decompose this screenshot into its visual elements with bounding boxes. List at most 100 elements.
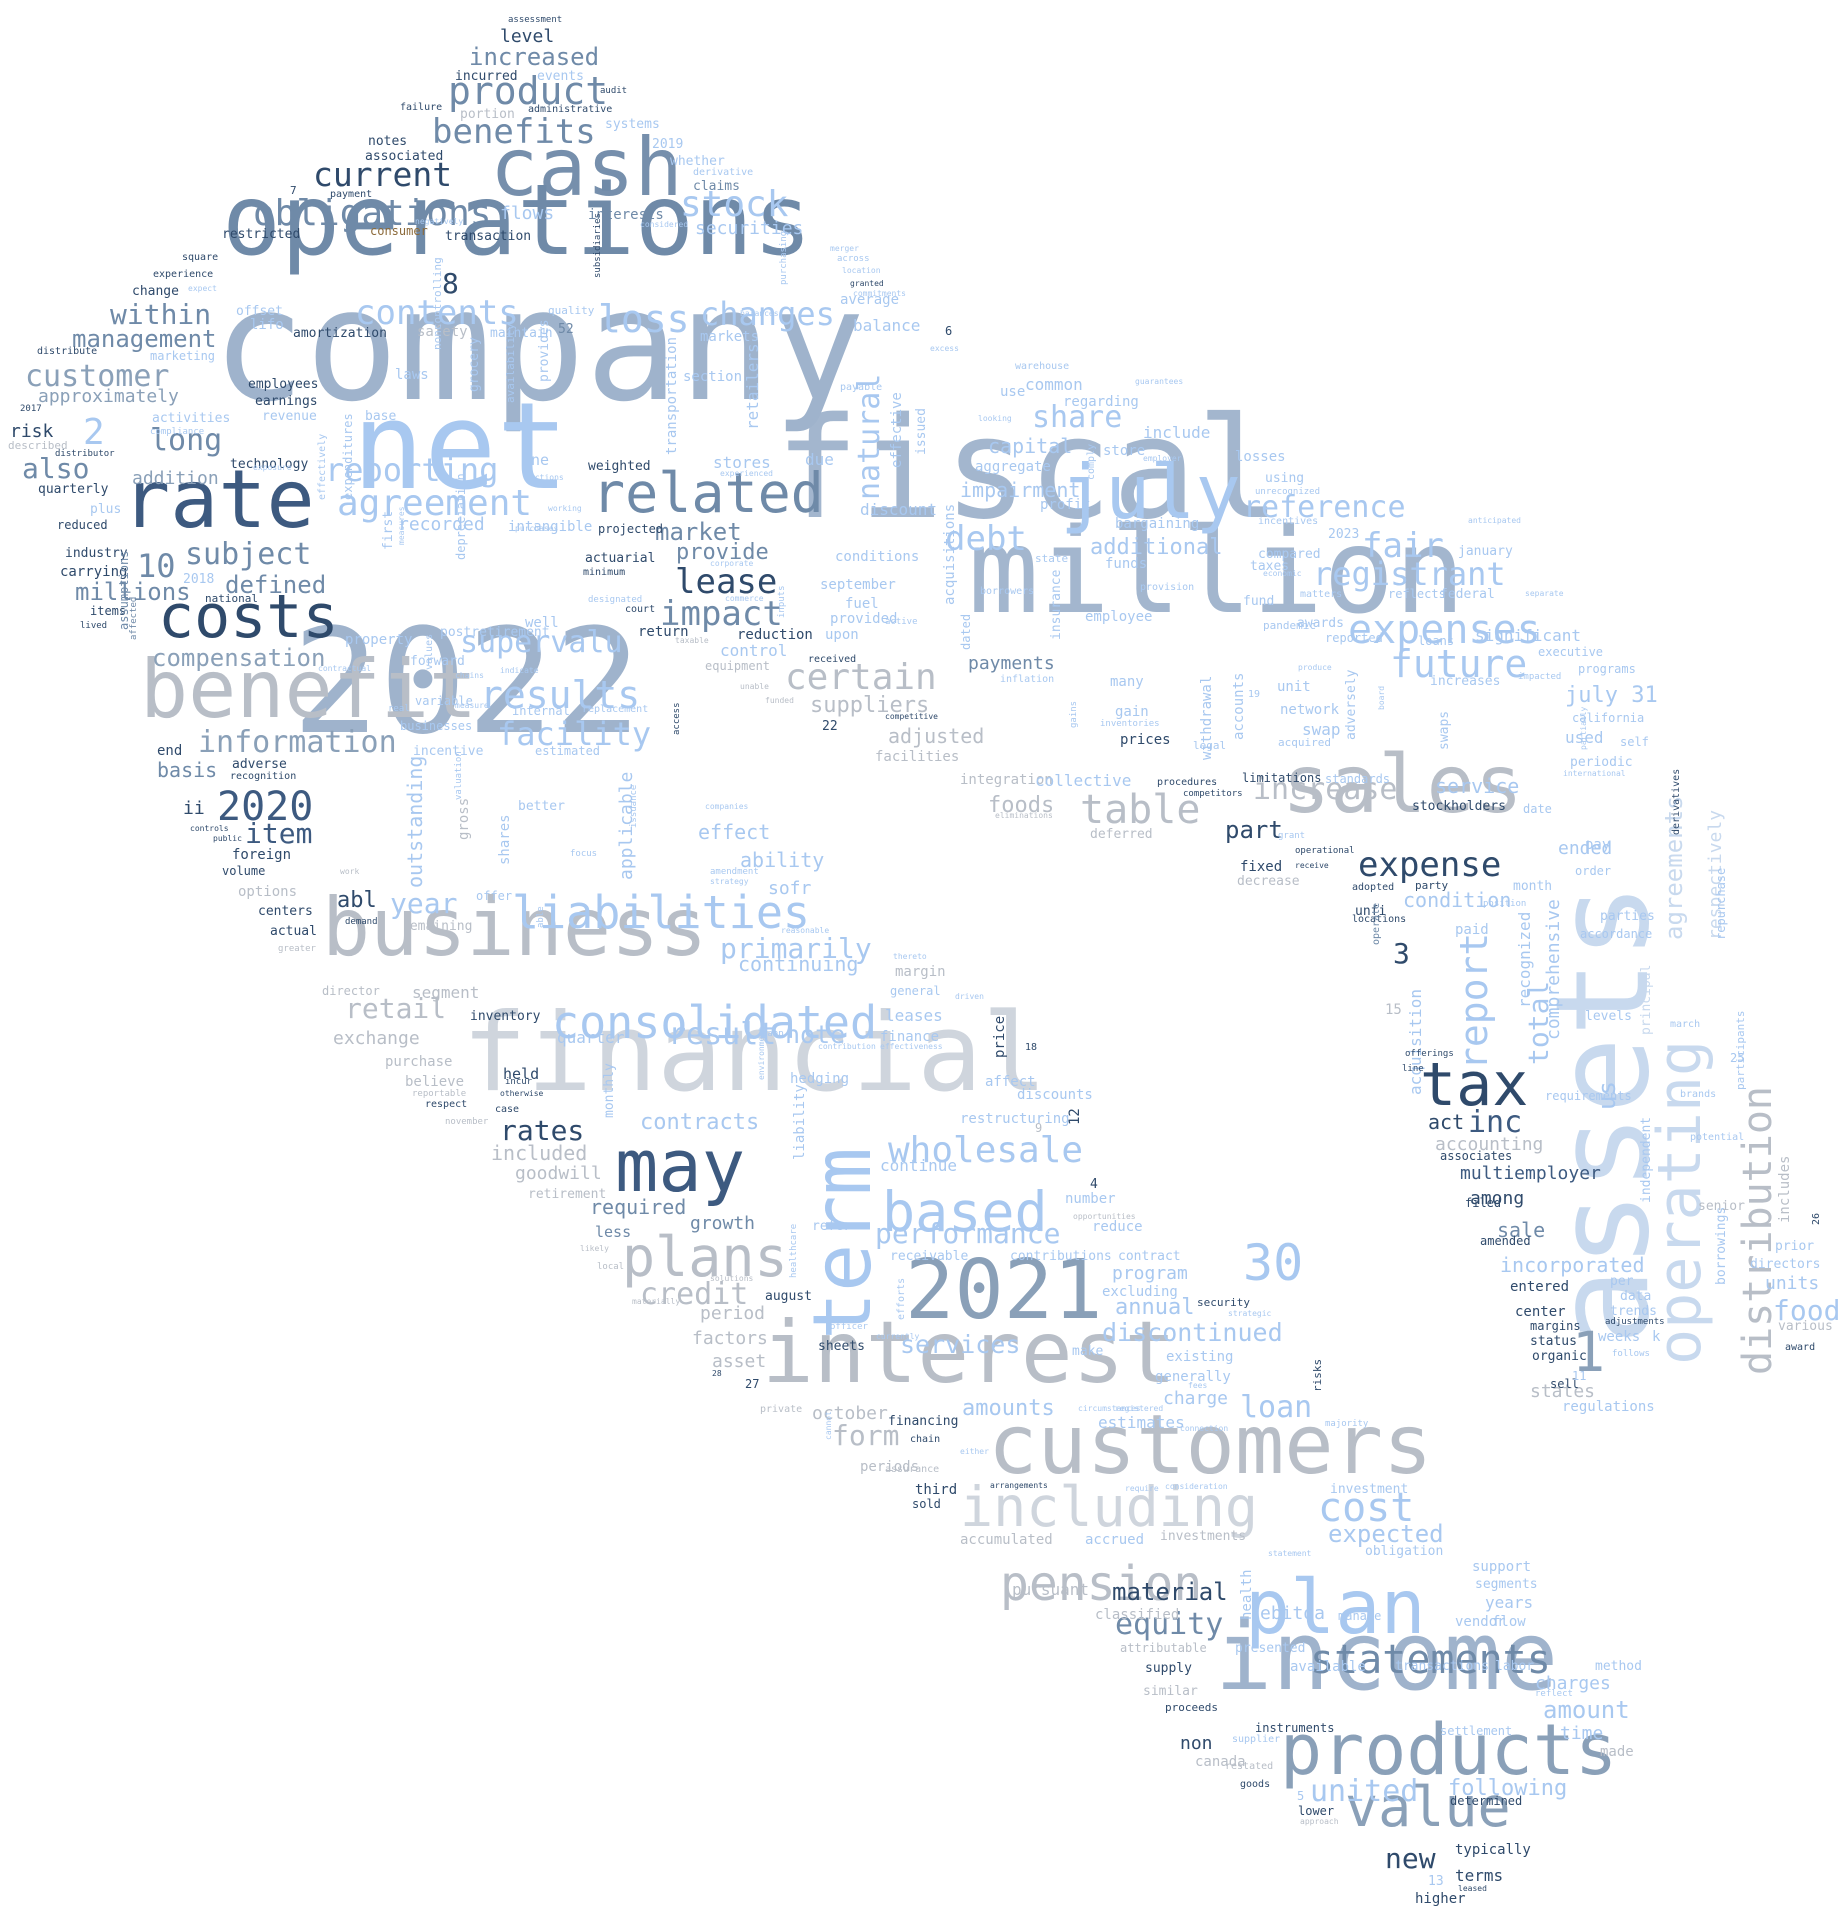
word-failure: failure bbox=[400, 102, 443, 113]
word-deferred: deferred bbox=[1090, 827, 1153, 842]
word-centers: centers bbox=[258, 904, 313, 919]
word-acquisitions: acquisitions bbox=[942, 503, 958, 605]
word-plan: plan bbox=[1245, 1563, 1426, 1651]
word-non: non bbox=[1180, 1733, 1213, 1754]
word-management: management bbox=[72, 325, 217, 353]
word-contract: contract bbox=[1118, 1249, 1181, 1264]
word-aggregate: aggregate bbox=[975, 459, 1051, 475]
word-employees: employees bbox=[248, 377, 319, 392]
word-growth: growth bbox=[690, 1213, 756, 1234]
word-margin: margin bbox=[895, 964, 946, 980]
word-leases: leases bbox=[885, 1006, 943, 1025]
word-section: section bbox=[683, 369, 743, 385]
word-stock: stock bbox=[680, 184, 789, 225]
word-common: common bbox=[1025, 375, 1083, 394]
word-addition: addition bbox=[132, 468, 219, 489]
word-terms: terms bbox=[1455, 1866, 1504, 1885]
word-change: change bbox=[132, 284, 179, 299]
word-loss: loss bbox=[598, 297, 690, 341]
word-foods: foods bbox=[988, 793, 1055, 818]
word-consumer: consumer bbox=[370, 224, 428, 238]
word-flow: flow bbox=[1492, 1614, 1526, 1630]
word-systems: systems bbox=[605, 117, 660, 132]
word-retirement: retirement bbox=[528, 1187, 607, 1202]
word-incentives: incentives bbox=[1258, 516, 1319, 527]
word-matters: matters bbox=[1300, 589, 1343, 600]
word-levels: levels bbox=[1585, 1009, 1632, 1024]
word-increases: increases bbox=[1430, 674, 1501, 689]
word-reportable: reportable bbox=[412, 1089, 467, 1099]
word-center: center bbox=[1515, 1304, 1566, 1320]
word-equity: equity bbox=[1115, 1607, 1224, 1642]
word-estimates: estimates bbox=[1098, 1413, 1185, 1432]
word-statements: statements bbox=[1310, 1637, 1551, 1683]
word-loan: loan bbox=[1240, 1390, 1313, 1425]
word-proceeds: proceeds bbox=[1165, 1701, 1218, 1714]
word-facility: facility bbox=[497, 715, 652, 753]
word-laws: laws bbox=[395, 367, 429, 383]
word-availability: availability bbox=[504, 323, 517, 403]
word-transactions: transactions bbox=[1395, 1659, 1489, 1674]
word-vendor: vendor bbox=[1455, 1614, 1506, 1630]
word-2018: 2018 bbox=[183, 572, 215, 587]
word-exposure: exposure bbox=[253, 463, 292, 472]
word-carrying: carrying bbox=[60, 564, 128, 580]
word-adopted: adopted bbox=[1352, 882, 1395, 893]
word-periodic: periodic bbox=[1570, 755, 1633, 770]
word-million: million bbox=[968, 502, 1466, 640]
word-active: active bbox=[885, 617, 918, 627]
word-limitations: limitations bbox=[1242, 771, 1322, 785]
word-marketing: marketing bbox=[150, 349, 216, 363]
word-risks: risks bbox=[1311, 1358, 1324, 1392]
word-performance: performance bbox=[875, 1217, 1061, 1250]
word-dated: dated bbox=[959, 613, 973, 650]
word-states: states bbox=[1530, 1381, 1596, 1402]
word-risk: risk bbox=[10, 421, 54, 442]
word-lease: lease bbox=[675, 562, 778, 602]
word-effectively: effectively bbox=[317, 433, 328, 500]
word-reduce: reduce bbox=[1092, 1219, 1143, 1235]
word-sofr: sofr bbox=[768, 878, 812, 899]
word-stores: stores bbox=[713, 453, 771, 472]
word-negatively: negatively bbox=[415, 217, 464, 226]
word-increase: increase bbox=[1253, 772, 1398, 807]
word-3: 3 bbox=[1393, 937, 1410, 970]
word-net: net bbox=[352, 378, 569, 517]
word-measures: measures bbox=[397, 506, 406, 545]
word-court: court bbox=[625, 604, 656, 615]
word-comply: comply bbox=[1086, 443, 1097, 480]
word-due: due bbox=[805, 450, 834, 469]
word-exchange: exchange bbox=[333, 1028, 420, 1049]
word-independent: independent bbox=[1639, 1116, 1654, 1203]
word-date: date bbox=[1523, 802, 1552, 816]
word-margins: margins bbox=[1530, 1319, 1581, 1333]
word-statement: statement bbox=[1268, 1549, 1312, 1558]
word-circumstances: circumstances bbox=[1078, 1404, 1141, 1413]
word-debt: debt bbox=[945, 519, 1027, 559]
word-10: 10 bbox=[137, 547, 176, 585]
word-additional: additional bbox=[1090, 535, 1223, 560]
word-available: available bbox=[1290, 1659, 1366, 1675]
word-provided: provided bbox=[830, 611, 898, 627]
word-monthly: monthly bbox=[602, 1063, 617, 1118]
word-distribution: distribution bbox=[1735, 1086, 1781, 1375]
word-partially: partially bbox=[1579, 706, 1588, 750]
word-commerce: commerce bbox=[725, 594, 764, 603]
word-locations: locations bbox=[1352, 914, 1407, 925]
word-awards: awards bbox=[1297, 616, 1344, 631]
word-healthcare: healthcare bbox=[789, 1223, 799, 1278]
word-incorporated: incorporated bbox=[1500, 1253, 1645, 1277]
word-brands: brands bbox=[1680, 1089, 1717, 1100]
word-receivable: receivable bbox=[890, 1249, 969, 1264]
word-effect: effect bbox=[698, 820, 771, 844]
word-grocery: grocery bbox=[467, 337, 482, 392]
word-actuarial: actuarial bbox=[585, 551, 656, 566]
word-used: used bbox=[1565, 728, 1604, 747]
word-related: related bbox=[592, 461, 824, 525]
word-taxable: taxable bbox=[675, 636, 709, 645]
word-result: result bbox=[668, 1017, 777, 1052]
word-believe: believe bbox=[405, 1074, 465, 1090]
word-existing: existing bbox=[1166, 1349, 1234, 1365]
word-markets: markets bbox=[700, 329, 760, 345]
word-portion: portion bbox=[460, 107, 515, 122]
